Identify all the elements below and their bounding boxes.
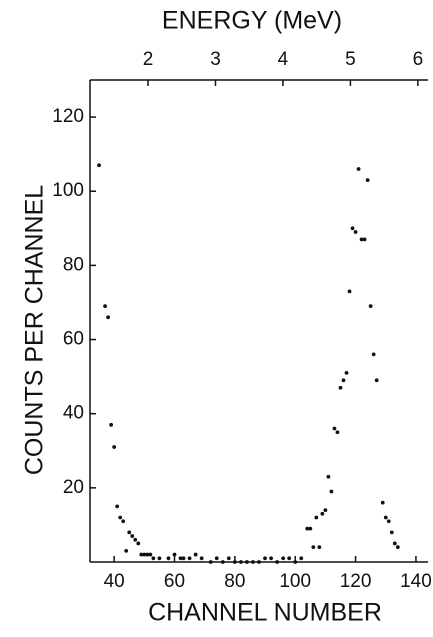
data-point — [157, 556, 162, 561]
x2-tick-label: 4 — [278, 49, 289, 70]
data-point — [109, 422, 114, 427]
data-point — [320, 511, 325, 516]
data-point — [371, 352, 376, 357]
data-point — [275, 560, 280, 564]
data-point — [335, 430, 340, 435]
data-point — [145, 552, 150, 557]
x-tick-label: 140 — [400, 571, 432, 592]
data-point — [166, 556, 171, 561]
x2-axis-title: ENERGY (MeV) — [162, 7, 342, 35]
data-point — [314, 515, 319, 520]
data-point — [305, 526, 310, 531]
y-axis-title: COUNTS PER CHANNEL — [21, 185, 49, 475]
data-point — [338, 385, 343, 390]
data-point — [112, 445, 117, 449]
data-point — [115, 504, 120, 509]
y-tick-label: 80 — [63, 254, 84, 275]
data-point — [362, 237, 367, 242]
data-point — [136, 541, 141, 546]
data-point — [326, 474, 331, 479]
x-tick-label: 100 — [279, 571, 311, 592]
data-point — [293, 560, 298, 564]
data-point — [386, 519, 391, 524]
data-point — [365, 178, 370, 183]
data-point — [226, 556, 231, 561]
data-point — [97, 163, 101, 168]
data-point — [332, 426, 337, 431]
data-point — [172, 552, 177, 557]
data-point — [368, 304, 373, 309]
data-point — [329, 489, 334, 494]
data-point — [287, 556, 292, 561]
data-point — [350, 226, 355, 231]
data-point — [139, 552, 144, 557]
data-point — [323, 508, 328, 512]
data-point — [395, 545, 400, 550]
data-point — [308, 526, 313, 531]
x-axis-title: CHANNEL NUMBER — [148, 599, 382, 627]
data-point — [181, 556, 186, 561]
data-point — [257, 560, 261, 564]
y-tick-label: 100 — [52, 180, 84, 201]
data-point — [347, 289, 352, 294]
data-point — [178, 556, 183, 561]
data-point — [269, 556, 273, 561]
x2-tick-label: 2 — [143, 49, 154, 70]
data-point — [148, 552, 153, 557]
x2-tick-label: 3 — [210, 49, 221, 70]
x-tick-label: 60 — [164, 571, 185, 592]
data-point — [142, 552, 147, 557]
y-tick-label: 60 — [63, 329, 84, 350]
data-point — [383, 515, 388, 520]
data-point — [311, 545, 316, 550]
data-point — [245, 560, 249, 564]
y-tick-label: 120 — [52, 106, 84, 127]
data-point — [359, 237, 364, 242]
data-point — [374, 378, 379, 383]
data-point — [380, 500, 385, 505]
data-point — [392, 541, 397, 546]
data-point — [251, 560, 255, 564]
data-point — [341, 378, 346, 383]
x2-tick-label: 6 — [413, 49, 424, 70]
data-point — [263, 556, 267, 561]
data-point — [199, 556, 204, 561]
data-point — [133, 537, 138, 542]
data-point — [317, 545, 322, 550]
data-point — [299, 556, 304, 561]
data-point — [281, 556, 286, 561]
data-point — [118, 515, 123, 520]
data-point — [151, 556, 156, 561]
y-tick-label: 40 — [63, 403, 84, 424]
y-tick-label: 20 — [63, 477, 84, 498]
data-point — [121, 519, 126, 524]
data-point — [232, 560, 237, 564]
x-tick-label: 40 — [104, 571, 125, 592]
data-point — [103, 304, 107, 309]
data-point — [106, 315, 111, 320]
data-point — [220, 560, 225, 564]
data-point — [238, 560, 243, 564]
data-point — [344, 371, 349, 375]
data-point — [193, 552, 198, 557]
x2-tick-label: 5 — [345, 49, 356, 70]
data-point — [127, 530, 132, 535]
data-point — [389, 530, 394, 535]
data-point — [130, 534, 135, 538]
data-point — [208, 560, 213, 564]
x-tick-label: 80 — [224, 571, 245, 592]
data-point — [214, 556, 219, 561]
data-point — [124, 548, 129, 553]
data-point — [353, 230, 358, 234]
x-tick-label: 120 — [340, 571, 372, 592]
data-point — [187, 556, 192, 561]
data-point — [356, 167, 361, 171]
